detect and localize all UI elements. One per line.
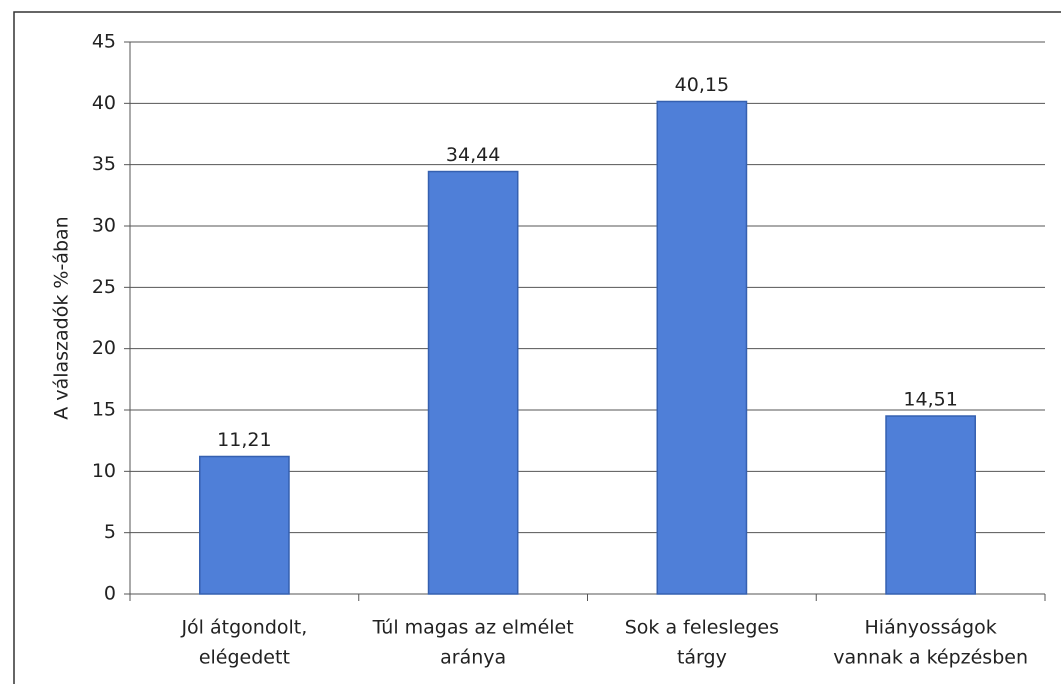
bar — [885, 415, 976, 595]
x-tick-label: vannak a képzésben — [833, 647, 1028, 669]
y-axis-label: A válaszadók %-ában — [51, 216, 73, 419]
y-tick-label: 35 — [92, 153, 116, 175]
y-tick-label: 0 — [104, 583, 116, 605]
x-tick-label: aránya — [440, 647, 506, 669]
y-tick-label: 5 — [104, 521, 116, 543]
y-tick-label: 25 — [92, 276, 116, 298]
data-label: 11,21 — [217, 429, 271, 451]
y-tick-label: 40 — [92, 92, 116, 114]
y-tick-label: 30 — [92, 215, 116, 237]
y-tick-label: 15 — [92, 399, 116, 421]
x-tick-label: Túl magas az elmélet — [372, 617, 574, 639]
data-label: 40,15 — [675, 74, 729, 96]
y-tick-label: 20 — [92, 337, 116, 359]
x-tick-label: Jól átgondolt, — [180, 617, 307, 639]
x-tick-label: Sok a felesleges — [625, 617, 779, 639]
data-label: 34,44 — [446, 144, 500, 166]
data-label: 14,51 — [903, 389, 957, 411]
y-tick-label: 45 — [92, 31, 116, 53]
x-tick-label: Hiányosságok — [865, 617, 997, 639]
bar — [656, 100, 748, 595]
x-tick-label: elégedett — [199, 647, 290, 669]
y-tick-label: 10 — [92, 460, 116, 482]
bar — [199, 455, 290, 595]
x-tick-label: tárgy — [677, 647, 727, 669]
bar — [427, 170, 519, 595]
chart-frame — [13, 11, 1061, 684]
